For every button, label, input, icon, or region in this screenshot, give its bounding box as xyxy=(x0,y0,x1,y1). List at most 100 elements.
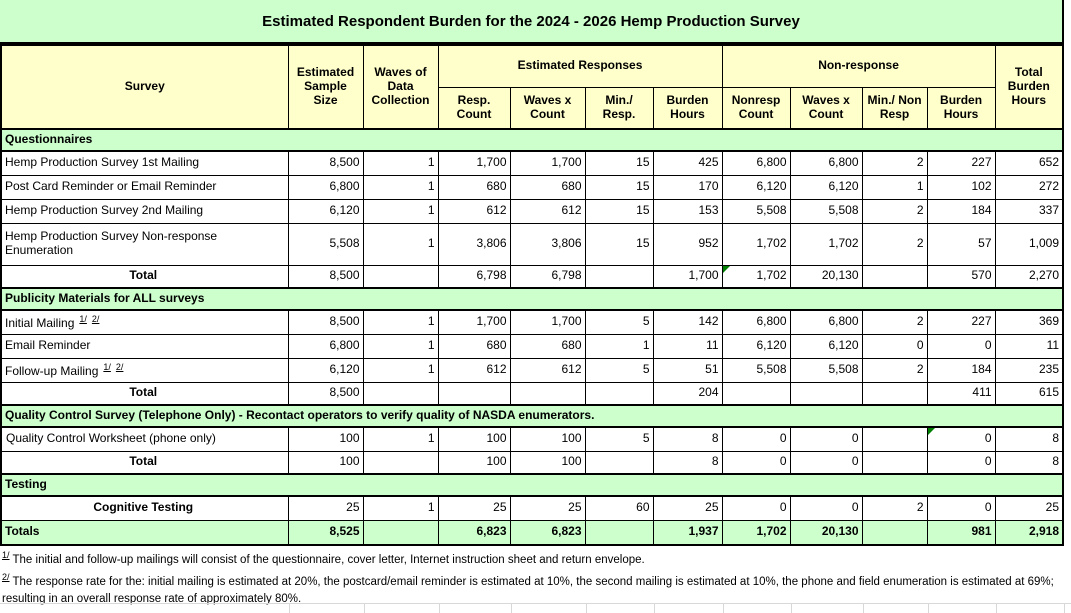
value-cell[interactable] xyxy=(584,381,654,406)
row-label-cell[interactable]: Total xyxy=(0,264,289,289)
col-header-waves-x-count[interactable]: Waves x Count xyxy=(509,86,586,130)
value-cell[interactable]: 2 xyxy=(861,198,928,224)
value-cell[interactable] xyxy=(861,381,928,406)
value-cell[interactable]: 680 xyxy=(509,174,586,200)
value-cell[interactable] xyxy=(362,381,439,406)
value-cell[interactable] xyxy=(584,264,654,289)
row-label-cell[interactable]: Post Card Reminder or Email Reminder xyxy=(0,174,289,200)
value-cell[interactable]: 1 xyxy=(584,333,654,359)
value-cell[interactable]: 2 xyxy=(861,309,928,335)
value-cell[interactable]: 1,700 xyxy=(437,309,511,335)
value-cell[interactable] xyxy=(861,450,928,475)
value-cell[interactable]: 0 xyxy=(721,426,791,452)
col-header-nonresp-burden-hours[interactable]: Burden Hours xyxy=(926,86,996,130)
value-cell[interactable]: 612 xyxy=(509,357,586,383)
value-cell[interactable]: 1 xyxy=(362,198,439,224)
col-header-total-burden[interactable]: Total Burden Hours xyxy=(994,44,1064,130)
value-cell[interactable]: 100 xyxy=(509,426,586,452)
value-cell[interactable]: 51 xyxy=(652,357,723,383)
value-cell[interactable]: 184 xyxy=(926,198,996,224)
value-cell[interactable]: 411 xyxy=(926,381,996,406)
value-cell[interactable]: 1,700 xyxy=(437,150,511,176)
value-cell[interactable]: 272 xyxy=(994,174,1064,200)
value-cell[interactable] xyxy=(584,450,654,475)
value-cell[interactable] xyxy=(362,450,439,475)
value-cell[interactable]: 8,525 xyxy=(287,519,364,546)
value-cell[interactable]: 1,700 xyxy=(509,150,586,176)
row-label-cell[interactable]: Total xyxy=(0,381,289,406)
row-label-cell[interactable]: Follow-up Mailing 1/2/ xyxy=(0,357,289,383)
row-label-cell[interactable]: Cognitive Testing xyxy=(0,495,289,521)
value-cell[interactable]: 6,800 xyxy=(789,150,863,176)
value-cell[interactable] xyxy=(437,381,511,406)
value-cell[interactable]: 981 xyxy=(926,519,996,546)
value-cell[interactable]: 227 xyxy=(926,309,996,335)
value-cell[interactable]: 1 xyxy=(362,174,439,200)
value-cell[interactable] xyxy=(362,264,439,289)
value-cell[interactable]: 1,700 xyxy=(509,309,586,335)
value-cell[interactable]: 952 xyxy=(652,222,723,266)
value-cell[interactable]: 8,500 xyxy=(287,150,364,176)
value-cell[interactable]: 5,508 xyxy=(721,357,791,383)
value-cell[interactable]: 337 xyxy=(994,198,1064,224)
value-cell[interactable]: 15 xyxy=(584,222,654,266)
value-cell[interactable] xyxy=(721,381,791,406)
value-cell[interactable]: 235 xyxy=(994,357,1064,383)
value-cell[interactable]: 6,120 xyxy=(789,174,863,200)
value-cell[interactable]: 1 xyxy=(362,333,439,359)
value-cell[interactable]: 2 xyxy=(861,357,928,383)
value-cell[interactable]: 6,120 xyxy=(721,333,791,359)
col-header-min-resp[interactable]: Min./ Resp. xyxy=(584,86,654,130)
value-cell[interactable] xyxy=(362,519,439,546)
value-cell[interactable]: 6,823 xyxy=(437,519,511,546)
row-label-cell[interactable]: Totals xyxy=(0,519,289,546)
value-cell[interactable]: 6,120 xyxy=(287,198,364,224)
col-header-nonresp-count[interactable]: Nonresp Count xyxy=(721,86,791,130)
col-header-survey[interactable]: Survey xyxy=(0,44,289,130)
value-cell[interactable]: 2 xyxy=(861,495,928,521)
value-cell[interactable] xyxy=(861,519,928,546)
value-cell[interactable]: 11 xyxy=(652,333,723,359)
value-cell[interactable]: 0 xyxy=(861,333,928,359)
value-cell[interactable]: 680 xyxy=(437,333,511,359)
value-cell[interactable]: 2,918 xyxy=(994,519,1064,546)
value-cell[interactable]: 57 xyxy=(926,222,996,266)
value-cell[interactable]: 0 xyxy=(926,495,996,521)
value-cell[interactable]: 8 xyxy=(994,450,1064,475)
row-label-cell[interactable]: Initial Mailing 1/2/ xyxy=(0,309,289,335)
value-cell[interactable]: 184 xyxy=(926,357,996,383)
value-cell[interactable]: 5 xyxy=(584,309,654,335)
value-cell[interactable]: 6,823 xyxy=(509,519,586,546)
value-cell[interactable]: 1 xyxy=(362,150,439,176)
col-group-nonresponse[interactable]: Non-response xyxy=(721,44,996,88)
value-cell[interactable]: 1,700 xyxy=(652,264,723,289)
value-cell[interactable]: 102 xyxy=(926,174,996,200)
value-cell[interactable]: 615 xyxy=(994,381,1064,406)
value-cell[interactable]: 0 xyxy=(926,426,996,452)
value-cell[interactable]: 25 xyxy=(287,495,364,521)
value-cell[interactable]: 1 xyxy=(362,495,439,521)
value-cell[interactable]: 153 xyxy=(652,198,723,224)
value-cell[interactable]: 1,009 xyxy=(994,222,1064,266)
value-cell[interactable]: 1,702 xyxy=(721,222,791,266)
value-cell[interactable]: 2,270 xyxy=(994,264,1064,289)
value-cell[interactable]: 0 xyxy=(926,333,996,359)
value-cell[interactable]: 1,702 xyxy=(721,264,791,289)
value-cell[interactable]: 6,120 xyxy=(287,357,364,383)
value-cell[interactable]: 0 xyxy=(789,426,863,452)
row-label-cell[interactable]: Quality Control Worksheet (phone only) xyxy=(0,426,289,452)
value-cell[interactable]: 0 xyxy=(721,450,791,475)
value-cell[interactable] xyxy=(861,426,928,452)
col-header-sample-size[interactable]: Estimated Sample Size xyxy=(287,44,364,130)
col-header-burden-hours[interactable]: Burden Hours xyxy=(652,86,723,130)
value-cell[interactable]: 369 xyxy=(994,309,1064,335)
value-cell[interactable]: 3,806 xyxy=(437,222,511,266)
value-cell[interactable]: 1 xyxy=(861,174,928,200)
value-cell[interactable]: 15 xyxy=(584,174,654,200)
value-cell[interactable] xyxy=(509,381,586,406)
section-header-cell[interactable]: Publicity Materials for ALL surveys xyxy=(0,287,1064,311)
row-label-cell[interactable]: Email Reminder xyxy=(0,333,289,359)
value-cell[interactable]: 25 xyxy=(994,495,1064,521)
value-cell[interactable]: 6,120 xyxy=(789,333,863,359)
value-cell[interactable]: 1 xyxy=(362,426,439,452)
